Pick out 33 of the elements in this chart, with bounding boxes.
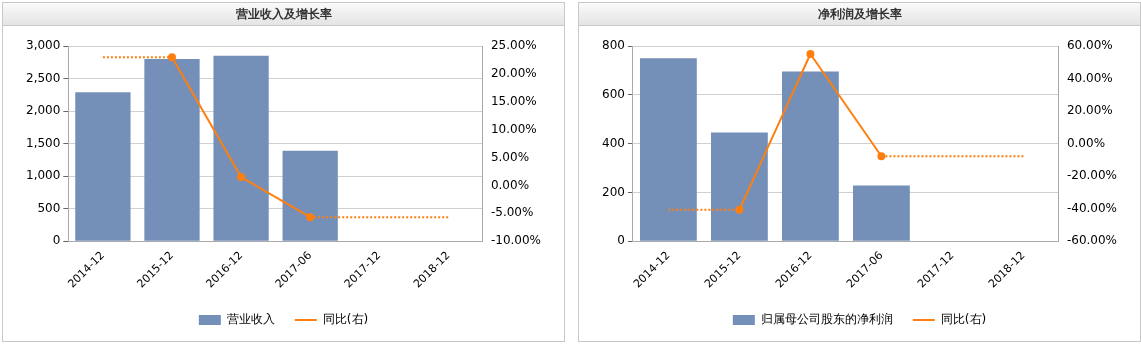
y-tick-label: 3,000 (25, 38, 61, 53)
y2-tick-label: 20.00% (490, 66, 537, 81)
y2-tick-label: 0.00% (490, 177, 530, 192)
y2-tick-label: 5.00% (490, 149, 530, 164)
y2-tick-label: -40.00% (1066, 200, 1118, 215)
y-tick-label: 0 (617, 233, 625, 248)
y-tick-label: 800 (602, 38, 625, 53)
y2-tick-label: -10.00% (490, 233, 542, 248)
y2-tick-label: 25.00% (490, 38, 537, 53)
y2-tick-label: 15.00% (490, 93, 537, 108)
y-tick-label: 600 (602, 86, 625, 101)
legend-label: 归属母公司股东的净利润 (760, 312, 893, 327)
chart-title: 净利润及增长率 (579, 3, 1140, 26)
y2-tick-label: -5.00% (490, 205, 534, 220)
y-tick-label: 200 (602, 184, 625, 199)
y-tick-label: 400 (602, 135, 625, 150)
y-tick-label: 500 (37, 200, 61, 215)
y-tick-label: 1,500 (25, 135, 61, 150)
y-tick-label: 2,000 (25, 103, 61, 118)
y-tick-label: 2,500 (25, 70, 61, 85)
y2-tick-label: 10.00% (490, 121, 537, 136)
legend-label: 营业收入 (226, 312, 275, 327)
y2-tick-label: 20.00% (1066, 103, 1113, 118)
y-tick-label: 0 (52, 233, 61, 248)
chart-title: 营业收入及增长率 (3, 3, 564, 26)
y2-tick-label: 60.00% (1066, 38, 1113, 53)
y2-tick-label: 40.00% (1066, 70, 1113, 85)
y2-tick-label: -60.00% (1066, 233, 1118, 248)
legend-label: 同比(右) (940, 312, 987, 327)
y2-tick-label: -20.00% (1066, 168, 1118, 183)
legend-label: 同比(右) (322, 312, 369, 327)
y-tick-label: 1,000 (25, 168, 61, 183)
y2-tick-label: 0.00% (1066, 135, 1106, 150)
